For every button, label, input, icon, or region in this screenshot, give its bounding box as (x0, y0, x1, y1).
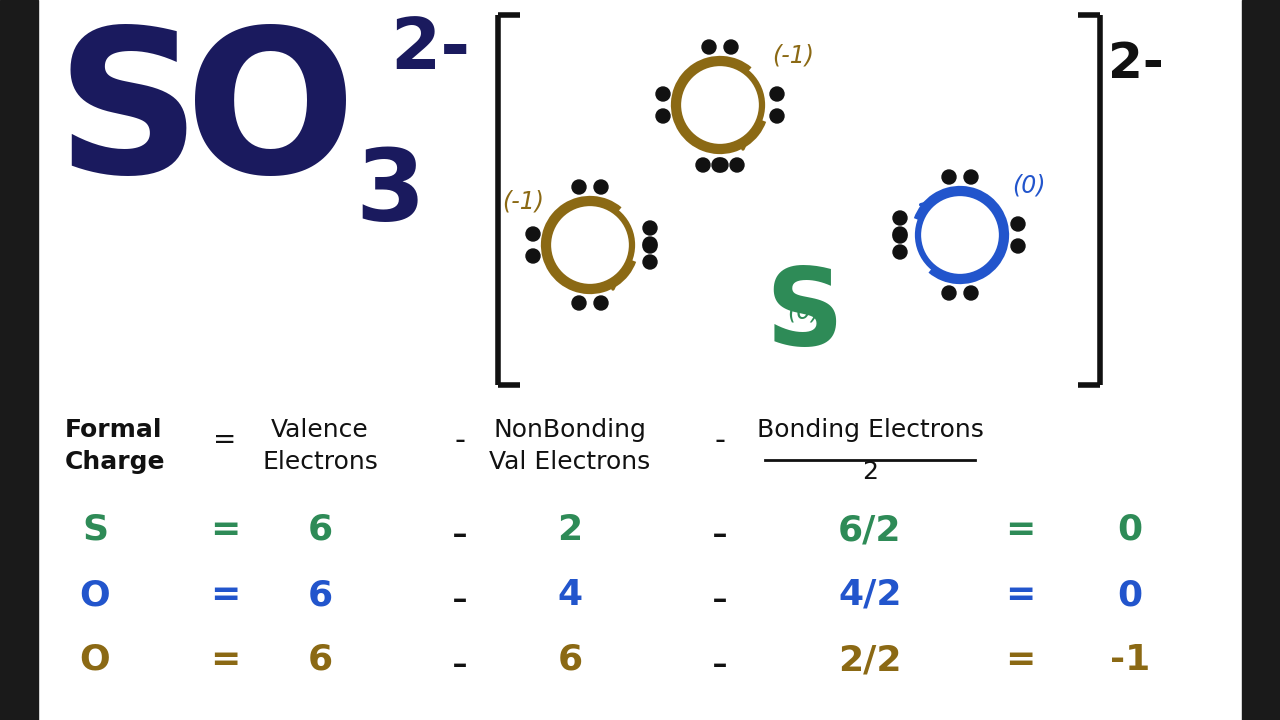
Circle shape (724, 40, 739, 54)
Text: Bonding Electrons: Bonding Electrons (756, 418, 983, 442)
Text: =: = (1005, 643, 1036, 677)
Circle shape (526, 227, 540, 241)
Circle shape (714, 158, 728, 172)
Text: (-1): (-1) (502, 190, 544, 214)
Circle shape (893, 227, 908, 241)
Text: 6: 6 (557, 643, 582, 677)
Circle shape (572, 180, 586, 194)
Text: O: O (79, 578, 110, 612)
Circle shape (643, 239, 657, 253)
Text: 6: 6 (307, 578, 333, 612)
Circle shape (942, 170, 956, 184)
Circle shape (594, 180, 608, 194)
Circle shape (657, 109, 669, 123)
Text: 6: 6 (307, 643, 333, 677)
Circle shape (893, 245, 908, 259)
Text: 0: 0 (1117, 578, 1143, 612)
Circle shape (771, 109, 783, 123)
Circle shape (572, 296, 586, 310)
Text: -: - (452, 578, 468, 621)
Text: 6/2: 6/2 (838, 513, 901, 547)
Text: 4: 4 (557, 578, 582, 612)
Text: O: O (186, 20, 356, 215)
Circle shape (643, 237, 657, 251)
Circle shape (1011, 239, 1025, 253)
Circle shape (964, 170, 978, 184)
Text: 2: 2 (557, 513, 582, 547)
Text: 2-: 2- (1108, 40, 1164, 88)
Circle shape (696, 158, 710, 172)
Circle shape (594, 296, 608, 310)
Text: =: = (1005, 513, 1036, 547)
Text: -: - (452, 643, 468, 686)
Text: 2: 2 (861, 460, 878, 484)
Text: =: = (210, 578, 241, 612)
Circle shape (657, 87, 669, 101)
Text: S: S (55, 20, 200, 215)
Text: S: S (82, 513, 108, 547)
Text: NonBonding
Val Electrons: NonBonding Val Electrons (489, 418, 650, 474)
Text: -1: -1 (1110, 643, 1151, 677)
Circle shape (942, 286, 956, 300)
Text: S: S (765, 262, 844, 368)
Text: =: = (210, 643, 241, 677)
Circle shape (712, 158, 726, 172)
Circle shape (1011, 217, 1025, 231)
Text: Formal
Charge: Formal Charge (65, 418, 165, 474)
Text: (-1): (-1) (772, 43, 814, 67)
Circle shape (643, 221, 657, 235)
Text: 3: 3 (355, 145, 425, 242)
Bar (1242, 0, 1280, 720)
Text: 4/2: 4/2 (838, 578, 901, 612)
Text: -: - (714, 426, 726, 455)
Text: 2/2: 2/2 (838, 643, 901, 677)
Circle shape (893, 229, 908, 243)
Text: =: = (214, 426, 237, 454)
Text: -: - (454, 426, 466, 455)
Text: Valence
Electrons: Valence Electrons (262, 418, 378, 474)
Text: -: - (712, 643, 728, 686)
Text: 0: 0 (1117, 513, 1143, 547)
Circle shape (730, 158, 744, 172)
Circle shape (771, 87, 783, 101)
Circle shape (893, 211, 908, 225)
Circle shape (526, 249, 540, 263)
Text: 2-: 2- (390, 15, 470, 84)
Text: -: - (452, 513, 468, 556)
Text: =: = (210, 513, 241, 547)
Circle shape (701, 40, 716, 54)
Text: 6: 6 (307, 513, 333, 547)
Text: (0): (0) (1012, 173, 1046, 197)
Text: O: O (79, 643, 110, 677)
Text: =: = (1005, 578, 1036, 612)
Text: -: - (712, 578, 728, 621)
Bar (0, 0, 38, 720)
Circle shape (643, 255, 657, 269)
Text: -: - (712, 513, 728, 556)
Circle shape (964, 286, 978, 300)
Text: (0): (0) (787, 300, 820, 324)
